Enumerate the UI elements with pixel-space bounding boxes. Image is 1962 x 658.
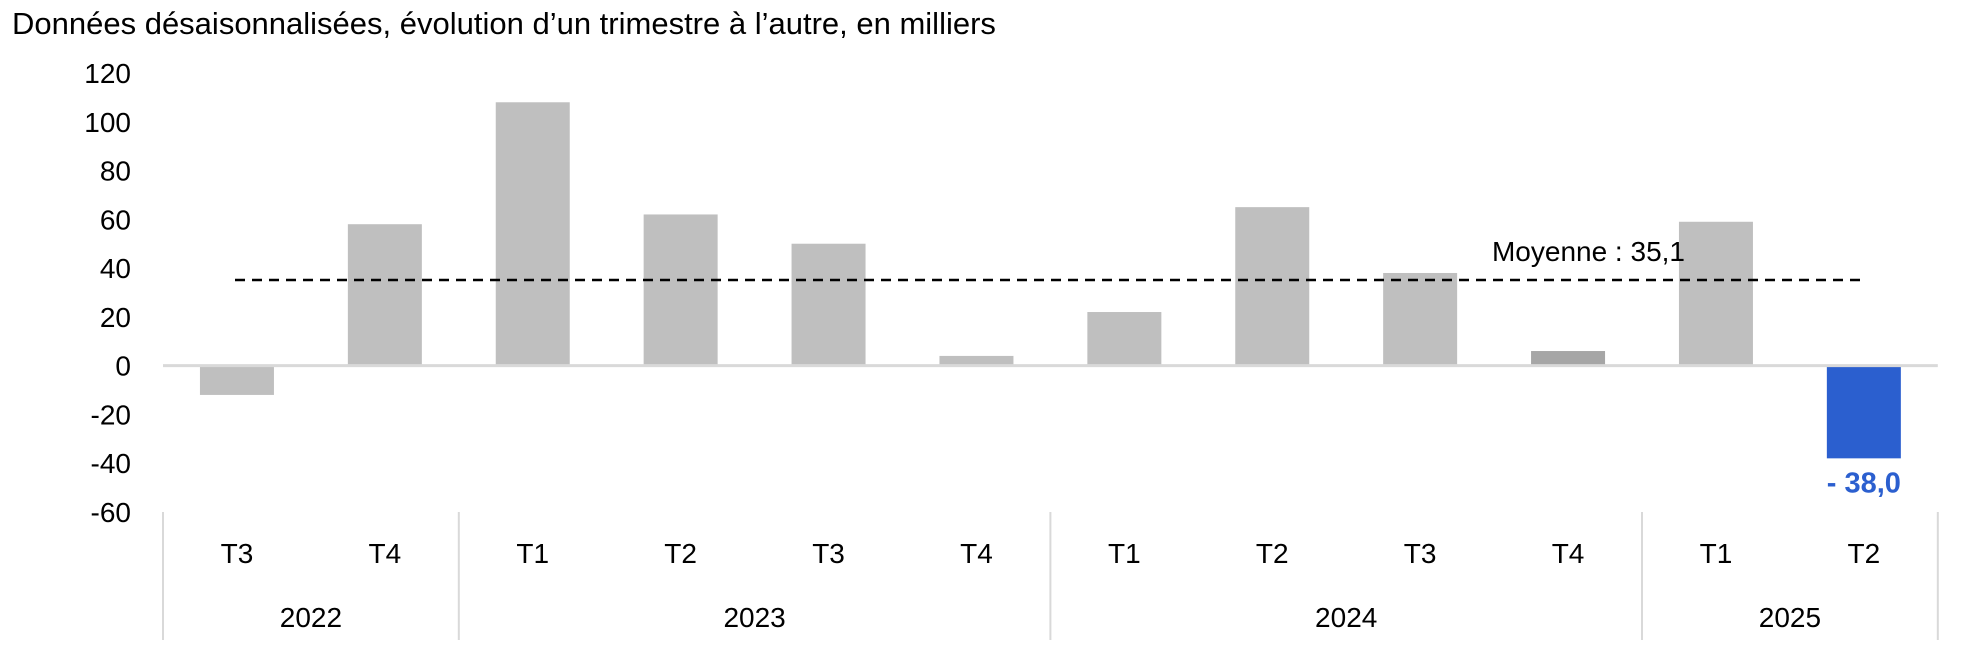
y-tick-label: -40 xyxy=(91,448,131,479)
bar xyxy=(1678,221,1753,366)
x-tick-label: T4 xyxy=(960,538,993,569)
x-tick-label: T4 xyxy=(1552,538,1585,569)
bar xyxy=(1235,207,1310,366)
average-line-group: Moyenne : 35,1 xyxy=(235,236,1862,282)
data-label: - 38,0 xyxy=(1827,467,1901,499)
year-label: 2024 xyxy=(1315,602,1377,633)
y-tick-label: -60 xyxy=(91,497,131,528)
bar xyxy=(199,365,274,395)
x-tick-label: T3 xyxy=(812,538,845,569)
y-tick-label: -20 xyxy=(91,399,131,430)
y-tick-label: 120 xyxy=(84,58,131,89)
x-tick-label: T3 xyxy=(1404,538,1437,569)
y-tick-label: 40 xyxy=(100,253,131,284)
x-axis-labels: T3 T4 T1 T2 T3 T4 T1 T2 T3 T4 T1 T2 2022 2023 2024 2025 xyxy=(221,538,1881,633)
bar xyxy=(1531,351,1606,366)
bars xyxy=(199,102,1901,459)
bar xyxy=(643,214,718,366)
y-axis-ticks: 120 100 80 60 40 20 0 -20 -40 -60 xyxy=(84,58,131,528)
y-tick-label: 0 xyxy=(115,351,131,382)
year-label: 2025 xyxy=(1759,602,1821,633)
average-label: Moyenne : 35,1 xyxy=(1492,236,1685,267)
axes xyxy=(162,364,1939,640)
x-tick-label: T3 xyxy=(221,538,254,569)
x-tick-label: T4 xyxy=(369,538,402,569)
x-tick-label: T2 xyxy=(1848,538,1881,569)
bar xyxy=(1087,312,1162,366)
x-tick-label: T1 xyxy=(516,538,549,569)
y-tick-label: 80 xyxy=(100,156,131,187)
bar xyxy=(347,224,422,366)
x-tick-label: T2 xyxy=(1256,538,1289,569)
y-tick-label: 60 xyxy=(100,204,131,235)
x-tick-label: T1 xyxy=(1108,538,1141,569)
y-tick-label: 20 xyxy=(100,302,131,333)
y-tick-label: 100 xyxy=(84,107,131,138)
bar xyxy=(791,243,866,366)
x-tick-label: T1 xyxy=(1700,538,1733,569)
bar xyxy=(1383,272,1458,366)
x-tick-label: T2 xyxy=(664,538,697,569)
bar xyxy=(495,102,570,366)
bar xyxy=(939,355,1014,366)
annotations: - 38,0 xyxy=(1827,467,1901,499)
chart-title: Données désaisonnalisées, évolution d’un… xyxy=(12,6,996,41)
bar xyxy=(1826,365,1901,459)
year-label: 2022 xyxy=(280,602,342,633)
year-label: 2023 xyxy=(723,602,785,633)
